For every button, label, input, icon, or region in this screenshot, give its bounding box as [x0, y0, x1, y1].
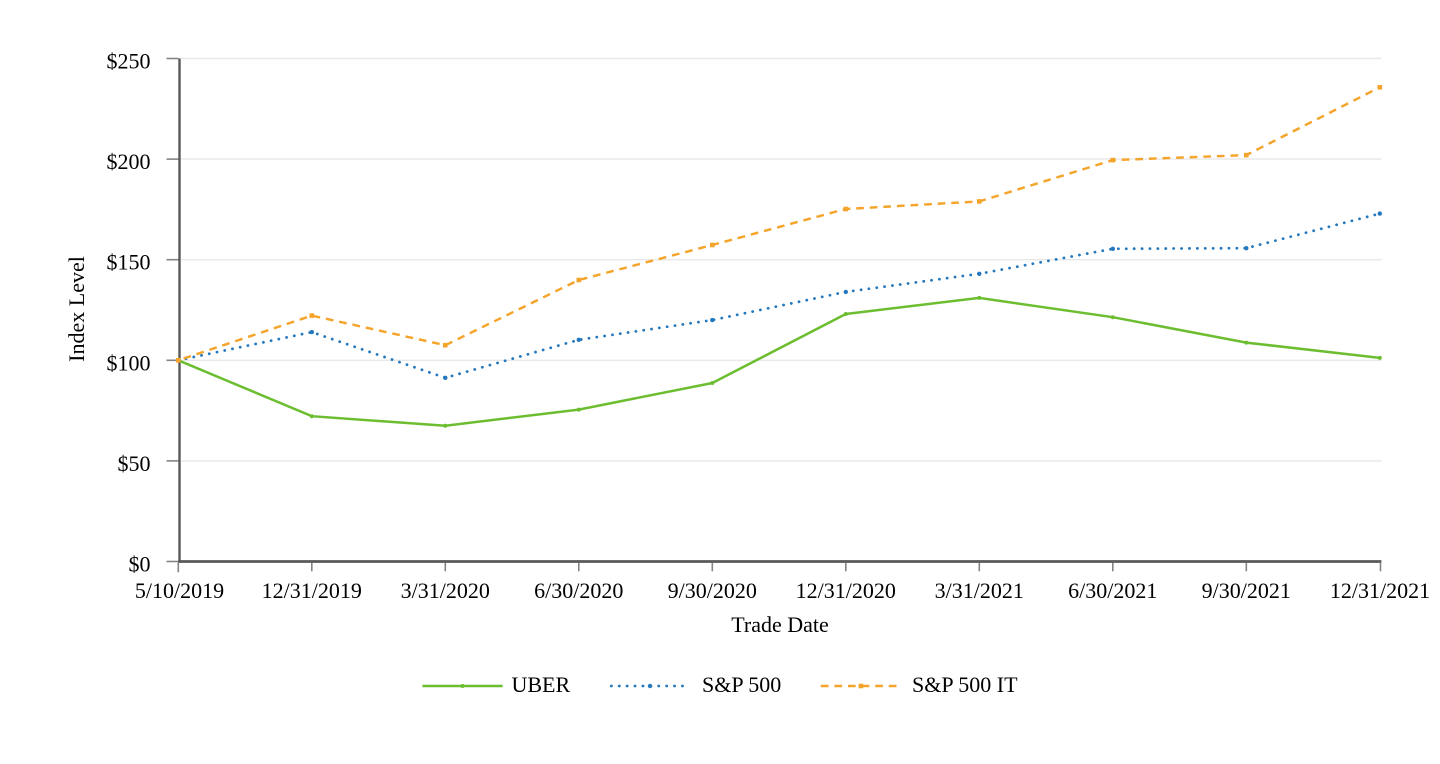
- svg-text:UBER: UBER: [512, 672, 571, 697]
- svg-text:9/30/2021: 9/30/2021: [1202, 578, 1291, 603]
- svg-text:$200: $200: [107, 149, 151, 174]
- svg-text:12/31/2021: 12/31/2021: [1330, 578, 1430, 603]
- svg-text:5/10/2019: 5/10/2019: [135, 578, 224, 603]
- svg-text:S&P 500 IT: S&P 500 IT: [912, 672, 1018, 697]
- svg-text:$50: $50: [118, 451, 151, 476]
- svg-text:$0: $0: [129, 552, 151, 577]
- svg-text:$100: $100: [107, 350, 151, 375]
- svg-text:Index Level: Index Level: [64, 256, 89, 362]
- svg-text:Trade Date: Trade Date: [731, 612, 829, 637]
- svg-text:3/31/2021: 3/31/2021: [935, 578, 1024, 603]
- svg-text:6/30/2020: 6/30/2020: [534, 578, 623, 603]
- svg-text:12/31/2019: 12/31/2019: [262, 578, 362, 603]
- svg-text:3/31/2020: 3/31/2020: [401, 578, 490, 603]
- svg-text:6/30/2021: 6/30/2021: [1068, 578, 1157, 603]
- svg-text:S&P 500: S&P 500: [702, 672, 781, 697]
- svg-text:9/30/2020: 9/30/2020: [668, 578, 757, 603]
- svg-text:$250: $250: [107, 49, 151, 74]
- svg-text:$150: $150: [107, 250, 151, 275]
- svg-text:12/31/2020: 12/31/2020: [796, 578, 896, 603]
